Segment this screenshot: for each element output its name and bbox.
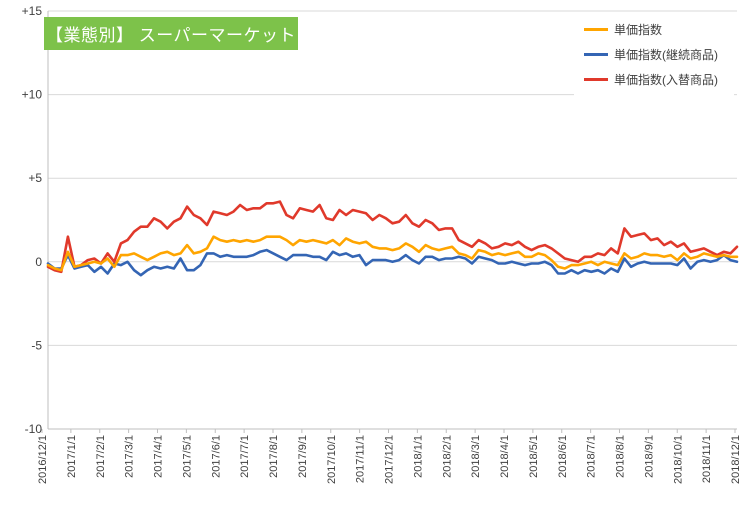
legend-label-unit-price: 単価指数 xyxy=(614,22,663,37)
x-tick-label: 2018/6/1 xyxy=(557,435,569,478)
series-line-0 xyxy=(46,235,739,272)
x-tick-label: 2018/3/1 xyxy=(470,435,482,478)
legend-swatch-replacement xyxy=(584,77,608,81)
legend-swatch-continuing xyxy=(584,52,608,56)
y-tick-label: +5 xyxy=(28,171,42,185)
x-tick-label: 2018/2/1 xyxy=(441,435,453,478)
x-tick-label: 2018/7/1 xyxy=(586,435,598,478)
chart-title: 【業態別】 スーパーマーケット xyxy=(45,26,297,45)
x-tick-label: 2017/7/1 xyxy=(239,435,251,478)
series-lines xyxy=(46,200,739,277)
x-tick-label: 2018/10/1 xyxy=(672,435,684,484)
x-tick-label: 2017/8/1 xyxy=(268,435,280,478)
x-tick-label: 2018/1/1 xyxy=(412,435,424,478)
chart-title-box: 【業態別】 スーパーマーケット xyxy=(44,17,298,50)
axes: -10 -5 0 +5 +10 +15 2016/12/1 2017/1/1 2017/2/1 2… xyxy=(22,4,742,484)
legend-swatch-unit-price xyxy=(584,27,608,31)
x-tick-label: 2018/8/1 xyxy=(615,435,627,478)
x-tick-label: 2017/1/1 xyxy=(66,435,78,478)
y-tick-label: +10 xyxy=(22,88,43,102)
x-tick-label: 2018/5/1 xyxy=(528,435,540,478)
legend-item-continuing: 単価指数(継続商品) xyxy=(584,45,718,63)
x-tick-label: 2018/11/1 xyxy=(701,435,713,483)
series-line-2 xyxy=(46,200,739,274)
y-tick-label: -10 xyxy=(25,422,43,436)
legend-item-unit-price: 単価指数 xyxy=(584,20,662,38)
y-tick-label: -5 xyxy=(31,338,42,352)
x-tick-label: 2018/4/1 xyxy=(499,435,511,478)
legend-label-replacement: 単価指数(入替商品) xyxy=(614,72,718,87)
x-tick-label: 2018/12/1 xyxy=(730,435,742,484)
x-tick-label: 2017/6/1 xyxy=(210,435,222,478)
legend-label-continuing: 単価指数(継続商品) xyxy=(614,47,718,62)
x-tick-label: 2017/3/1 xyxy=(124,435,136,478)
x-tick-label: 2017/10/1 xyxy=(326,435,338,484)
series-line-1 xyxy=(46,248,739,277)
x-tick-label: 2018/9/1 xyxy=(643,435,655,478)
x-tick-label: 2017/12/1 xyxy=(384,435,396,484)
y-tick-label: 0 xyxy=(35,255,42,269)
x-tick-label: 2017/11/1 xyxy=(355,435,367,483)
x-tick-label: 2017/2/1 xyxy=(95,435,107,478)
x-tick-label: 2016/12/1 xyxy=(37,435,49,484)
x-tick-label: 2017/4/1 xyxy=(153,435,165,478)
legend: 単価指数 単価指数(継続商品) 単価指数(入替商品) xyxy=(574,14,734,96)
y-tick-label: +15 xyxy=(22,4,43,18)
x-tick-label: 2017/9/1 xyxy=(297,435,309,478)
legend-item-replacement: 単価指数(入替商品) xyxy=(584,70,718,88)
x-tick-label: 2017/5/1 xyxy=(181,435,193,478)
